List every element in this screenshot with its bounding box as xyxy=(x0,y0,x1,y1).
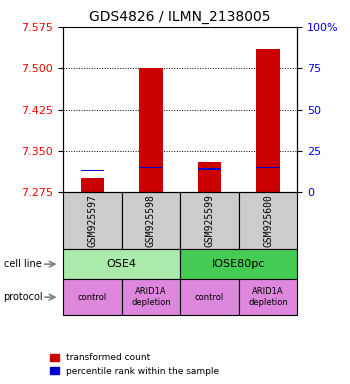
FancyBboxPatch shape xyxy=(63,192,122,249)
Text: IOSE80pc: IOSE80pc xyxy=(212,259,266,269)
Text: GSM925600: GSM925600 xyxy=(263,194,273,247)
Title: GDS4826 / ILMN_2138005: GDS4826 / ILMN_2138005 xyxy=(90,10,271,25)
FancyBboxPatch shape xyxy=(180,192,239,249)
FancyBboxPatch shape xyxy=(239,192,298,249)
FancyBboxPatch shape xyxy=(122,192,180,249)
Text: control: control xyxy=(195,293,224,302)
Bar xyxy=(257,49,280,192)
Bar xyxy=(80,170,104,172)
Text: ARID1A
depletion: ARID1A depletion xyxy=(248,288,288,307)
Text: OSE4: OSE4 xyxy=(107,259,136,269)
Bar xyxy=(198,168,221,170)
Text: GSM925598: GSM925598 xyxy=(146,194,156,247)
FancyBboxPatch shape xyxy=(63,280,122,315)
FancyBboxPatch shape xyxy=(239,280,298,315)
Text: ARID1A
depletion: ARID1A depletion xyxy=(131,288,171,307)
Text: protocol: protocol xyxy=(4,292,43,302)
Bar xyxy=(80,178,104,192)
Text: control: control xyxy=(78,293,107,302)
Text: GSM925597: GSM925597 xyxy=(87,194,97,247)
Bar xyxy=(198,162,221,192)
Text: cell line: cell line xyxy=(4,259,41,269)
FancyBboxPatch shape xyxy=(63,249,180,280)
Bar xyxy=(257,167,280,168)
Legend: transformed count, percentile rank within the sample: transformed count, percentile rank withi… xyxy=(47,350,223,379)
FancyBboxPatch shape xyxy=(180,249,298,280)
Bar xyxy=(139,68,163,192)
FancyBboxPatch shape xyxy=(180,280,239,315)
FancyBboxPatch shape xyxy=(122,280,180,315)
Text: GSM925599: GSM925599 xyxy=(204,194,215,247)
Bar xyxy=(139,167,163,168)
